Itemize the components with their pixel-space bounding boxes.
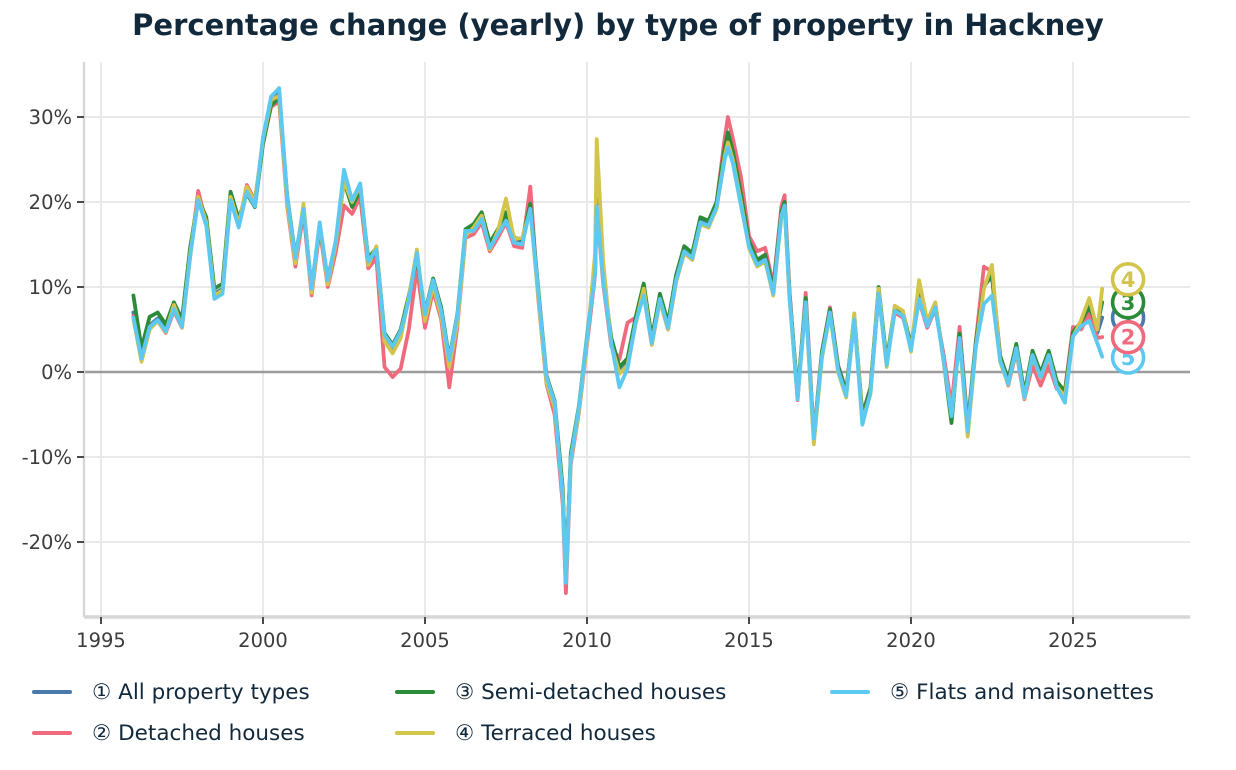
plot-area: 30% 20% 10% 0% -10% -20% 1995 2000 2005 2010 2015 2… (22, 62, 1190, 652)
x-tick-label: 2000 (238, 629, 288, 652)
legend-item-terraced-houses: ④ Terraced houses (395, 717, 726, 749)
x-tick-label: 2020 (886, 629, 936, 652)
end-marker-circle-4 (1110, 262, 1146, 297)
y-tick-label: -20% (22, 531, 72, 554)
legend-item-flats-and-maisonettes: ⑤ Flats and maisonettes (830, 676, 1154, 708)
y-tick-label: 30% (29, 106, 72, 129)
legend-column-2: ③ Semi-detached houses ④ Terraced houses (395, 676, 726, 749)
y-tick-label: 0% (41, 361, 72, 384)
x-tick-label: 1995 (76, 629, 126, 652)
legend-label: ⑤ Flats and maisonettes (890, 679, 1154, 705)
legend-line-swatch-detached-houses (32, 731, 72, 735)
legend-line-swatch-flats-and-maisonettes (830, 690, 870, 694)
legend-item-detached-houses: ② Detached houses (32, 717, 310, 749)
x-tick-label: 2010 (562, 629, 612, 652)
series-line-flats-and-maisonettes (131, 86, 1105, 585)
end-marker-circle-2 (1110, 319, 1146, 355)
legend-item-all-property-types: ① All property types (32, 676, 310, 708)
legend-label: ③ Semi-detached houses (455, 679, 727, 705)
legend-line-swatch-terraced-houses (395, 731, 435, 735)
legend-column-3: ⑤ Flats and maisonettes (830, 676, 1154, 708)
legend-item-semi-detached-houses: ③ Semi-detached houses (395, 676, 726, 708)
legend-label: ② Detached houses (92, 720, 305, 746)
legend-line-swatch-semi-detached-houses (395, 690, 435, 694)
legend-label: ④ Terraced houses (455, 720, 656, 746)
legend-line-swatch-all-property-types (32, 690, 72, 694)
y-tick-label: -10% (22, 446, 72, 469)
legend-column-1: ① All property types ② Detached houses (32, 676, 310, 749)
x-tick-label: 2015 (724, 629, 774, 652)
end-marker-number-2: 2 (1121, 326, 1136, 350)
x-tick-label: 2005 (400, 629, 450, 652)
legend: ① All property types ② Detached houses ③… (0, 676, 1236, 762)
x-tick-label: 2025 (1048, 629, 1098, 652)
legend-label: ① All property types (92, 679, 310, 705)
chart-title: Percentage change (yearly) by type of pr… (132, 8, 1104, 42)
end-marker-number-3: 3 (1121, 291, 1136, 315)
y-tick-label: 10% (29, 276, 72, 299)
end-marker-number-4: 4 (1121, 268, 1136, 292)
y-tick-label: 20% (29, 191, 72, 214)
